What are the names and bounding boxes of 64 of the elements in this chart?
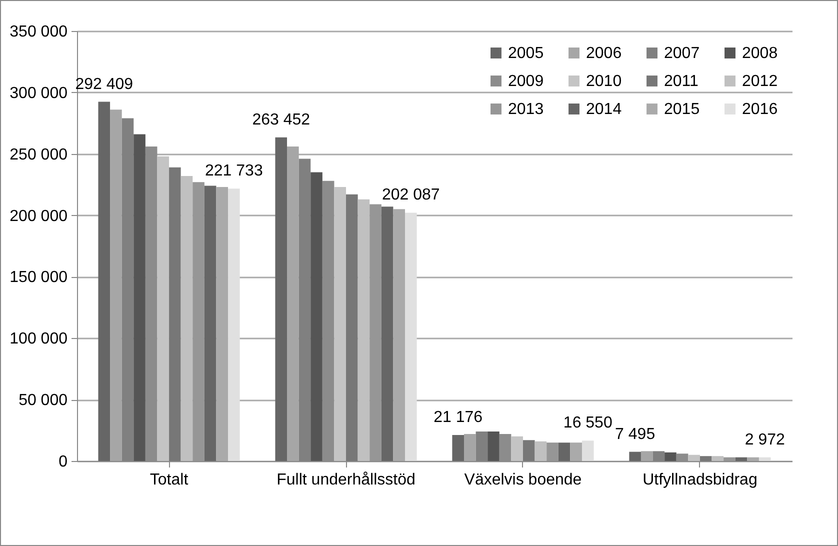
- bar: [664, 452, 676, 461]
- y-tick-label: 250 000: [10, 146, 68, 164]
- legend-label: 2007: [664, 45, 700, 62]
- data-label: 21 176: [434, 408, 483, 426]
- bar: [180, 176, 193, 461]
- bar: [228, 188, 240, 461]
- y-tick-label: 150 000: [10, 269, 68, 286]
- legend-label: 2015: [664, 101, 700, 118]
- bar: [157, 156, 170, 461]
- legend-label: 2010: [586, 73, 622, 90]
- bar: [582, 440, 594, 461]
- data-label: 202 087: [382, 186, 440, 204]
- bar: [688, 454, 700, 461]
- y-tick-label: 300 000: [10, 84, 68, 102]
- legend-label: 2014: [586, 101, 622, 118]
- bar: [758, 457, 771, 461]
- bar: [98, 102, 110, 461]
- legend-label: 2005: [508, 45, 544, 62]
- data-label: 221 733: [205, 162, 263, 180]
- bar: [381, 206, 394, 461]
- legend-label: 2011: [664, 73, 699, 90]
- x-tick-label: Fullt underhållsstöd: [276, 472, 416, 488]
- bar: [534, 441, 547, 461]
- bar: [735, 457, 748, 461]
- y-tick-label: 350 000: [10, 24, 68, 40]
- bar: [275, 137, 288, 461]
- bar: [169, 167, 181, 461]
- y-tick-label: 200 000: [10, 208, 68, 225]
- x-tick-label: Totalt: [150, 472, 189, 488]
- data-label: 263 452: [252, 111, 310, 128]
- bar: [452, 434, 464, 461]
- bar: [134, 134, 146, 461]
- legend-label: 2006: [586, 45, 622, 62]
- bar: [511, 436, 523, 461]
- y-tick-label: 50 000: [18, 392, 68, 410]
- bar: [700, 456, 712, 461]
- bar: [192, 182, 204, 461]
- bar: [558, 442, 570, 461]
- bar: [724, 457, 736, 461]
- data-label: 292 409: [75, 76, 134, 93]
- y-tick-label: 0: [58, 454, 68, 470]
- bar: [488, 432, 500, 461]
- bar: [522, 440, 535, 461]
- bar: [204, 186, 216, 461]
- bar: [629, 452, 641, 461]
- legend-label: 2009: [508, 73, 544, 90]
- bar: [346, 194, 358, 461]
- data-label: 7 495: [615, 426, 656, 443]
- legend-label: 2016: [742, 101, 778, 118]
- legend-label: 2012: [742, 73, 778, 90]
- bar: [546, 442, 558, 461]
- bar: [358, 199, 370, 461]
- legend-label: 2013: [508, 101, 544, 118]
- y-tick-label: 100 000: [10, 330, 68, 348]
- bar: [370, 204, 382, 461]
- legend-label: 2008: [742, 45, 778, 62]
- data-label: 16 550: [563, 414, 612, 432]
- data-label: 2 972: [744, 431, 785, 448]
- x-tick-label: Utfyllnadsbidrag: [642, 472, 758, 488]
- bar: [310, 172, 322, 461]
- bar: [712, 456, 724, 461]
- x-tick-label: Växelvis boende: [464, 472, 582, 488]
- bar: [405, 212, 417, 461]
- bar: [334, 187, 346, 461]
